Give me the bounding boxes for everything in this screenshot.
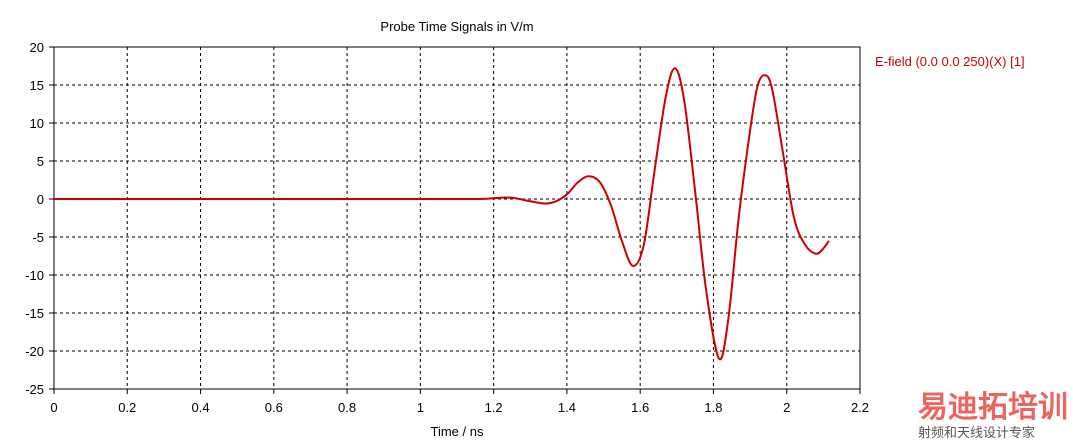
x-tick-label: 2 bbox=[783, 400, 790, 415]
y-tick-label: 5 bbox=[37, 154, 44, 169]
x-tick-label: 1 bbox=[417, 400, 424, 415]
x-tick-label: 0.4 bbox=[192, 400, 210, 415]
x-tick-label: 0.2 bbox=[118, 400, 136, 415]
watermark-logo: 易迪拓培训 射频和天线设计专家 bbox=[918, 390, 1068, 441]
watermark-main-text: 易迪拓培训 bbox=[918, 390, 1068, 425]
y-tick-label: -15 bbox=[25, 306, 44, 321]
x-tick-label: 0 bbox=[50, 400, 57, 415]
y-tick-label: -25 bbox=[25, 382, 44, 397]
y-tick-label: -5 bbox=[32, 230, 44, 245]
legend-entry: E-field (0.0 0.0 250)(X) [1] bbox=[875, 54, 1025, 69]
x-axis-ticks: 0 0.2 0.4 0.6 0.8 1 1.2 1.4 1.6 1.8 2 2.2 bbox=[50, 389, 869, 415]
x-axis-label: Time / ns bbox=[431, 424, 484, 439]
plot-frame bbox=[53, 46, 861, 390]
y-tick-label: -20 bbox=[25, 344, 44, 359]
x-tick-label: 0.8 bbox=[338, 400, 356, 415]
x-tick-label: 2.2 bbox=[851, 400, 869, 415]
grid-lines bbox=[54, 47, 860, 389]
x-tick-label: 1.2 bbox=[485, 400, 503, 415]
x-tick-label: 1.6 bbox=[631, 400, 649, 415]
y-tick-label: 10 bbox=[30, 116, 44, 131]
y-tick-label: 20 bbox=[30, 40, 44, 55]
chart-title: Probe Time Signals in V/m bbox=[380, 19, 533, 34]
x-tick-label: 1.4 bbox=[558, 400, 576, 415]
x-tick-label: 0.6 bbox=[265, 400, 283, 415]
y-axis-ticks: 20 15 10 5 0 -5 -10 -15 -20 -25 bbox=[25, 40, 54, 397]
y-tick-label: 15 bbox=[30, 78, 44, 93]
y-tick-label: 0 bbox=[37, 192, 44, 207]
y-tick-label: -10 bbox=[25, 268, 44, 283]
watermark-sub-text: 射频和天线设计专家 bbox=[918, 425, 1035, 441]
series-layer bbox=[54, 67, 830, 361]
x-tick-label: 1.8 bbox=[704, 400, 722, 415]
series-line bbox=[54, 67, 830, 361]
